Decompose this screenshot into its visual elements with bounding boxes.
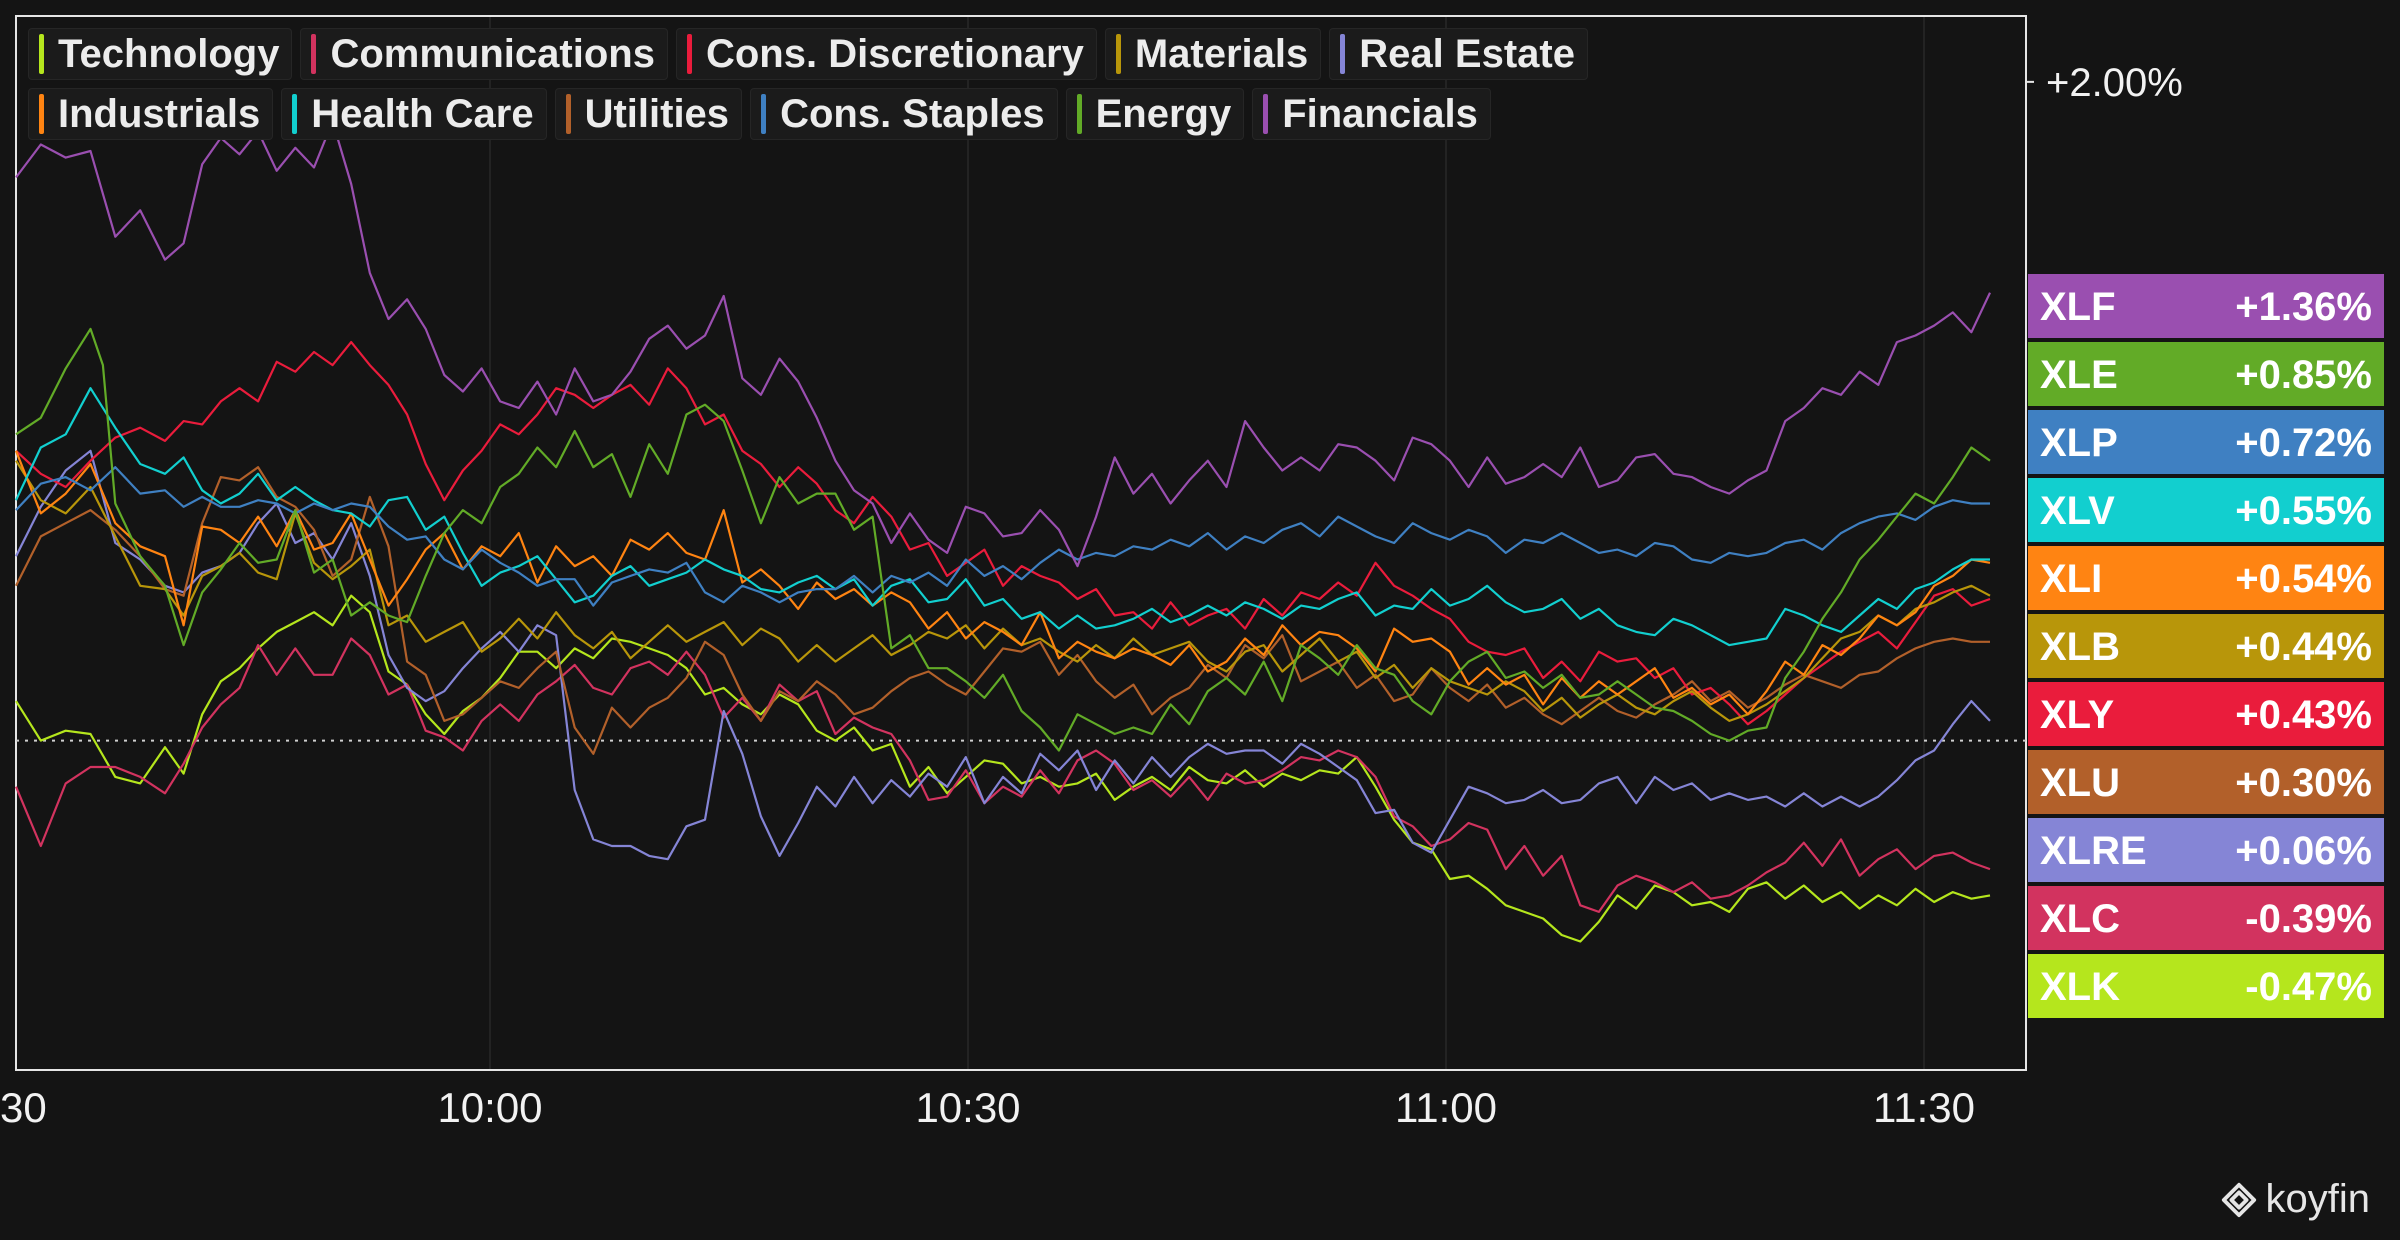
legend-label: Cons. Discretionary bbox=[705, 31, 1084, 76]
legend-label: Industrials bbox=[58, 91, 261, 136]
series-line-xlu bbox=[15, 466, 1990, 755]
legend-swatch bbox=[39, 94, 44, 134]
brand-name: koyfin bbox=[2265, 1177, 2371, 1221]
value-tag-ticker: XLF bbox=[2040, 285, 2116, 329]
value-tag-value: +0.43% bbox=[2235, 693, 2372, 737]
value-tag-ticker: XLK bbox=[2040, 965, 2120, 1009]
value-tag-ticker: XLB bbox=[2040, 625, 2120, 669]
value-tag-value: +0.54% bbox=[2235, 557, 2372, 601]
legend-swatch bbox=[686, 34, 692, 74]
value-tag-xlv bbox=[2028, 478, 2384, 542]
legend-item-materials[interactable]: Materials bbox=[1104, 28, 1322, 80]
legend-label: Cons. Staples bbox=[780, 91, 1045, 136]
legend-item-communications[interactable]: Communications bbox=[300, 28, 668, 80]
value-tag-xlk bbox=[2028, 954, 2384, 1018]
legend-swatch bbox=[311, 34, 317, 74]
value-tag-value: -0.47% bbox=[2245, 965, 2372, 1009]
legend-swatch bbox=[292, 94, 298, 134]
value-tag-ticker: XLC bbox=[2040, 897, 2120, 941]
plot-frame bbox=[15, 15, 2027, 1071]
legend-label: Materials bbox=[1134, 31, 1309, 76]
series-line-xlre bbox=[15, 449, 1991, 861]
legend-row-2: Industrials Health Care Utilities Cons. … bbox=[28, 88, 2018, 140]
legend-swatch bbox=[1263, 94, 1269, 134]
legend-swatch bbox=[1115, 34, 1121, 74]
value-tag-xli bbox=[2028, 546, 2384, 610]
value-tag-ticker: XLI bbox=[2040, 557, 2102, 601]
legend-item-energy[interactable]: Energy bbox=[1065, 88, 1245, 140]
value-tag-value: +0.06% bbox=[2235, 829, 2372, 873]
legend-item-cons-staples[interactable]: Cons. Staples bbox=[750, 88, 1058, 140]
series-line-xle bbox=[15, 327, 1991, 752]
y-tick-label: +2.00% bbox=[2046, 61, 2183, 105]
legend-label: Financials bbox=[1282, 91, 1478, 136]
value-tag-ticker: XLE bbox=[2040, 353, 2118, 397]
legend-item-technology[interactable]: Technology bbox=[28, 28, 293, 80]
legend-item-industrials[interactable]: Industrials bbox=[28, 88, 274, 140]
series-line-xlc bbox=[14, 637, 1991, 913]
x-tick-label: 10:00 bbox=[437, 1084, 542, 1131]
x-tick-label: 11:00 bbox=[1395, 1084, 1497, 1131]
legend-label: Utilities bbox=[584, 91, 730, 136]
value-tag-value: +0.30% bbox=[2235, 761, 2372, 805]
x-tick-label: 11:30 bbox=[1873, 1084, 1975, 1131]
series-line-xly bbox=[15, 341, 1991, 726]
legend-label: Communications bbox=[330, 31, 655, 76]
legend-label: Health Care bbox=[311, 91, 534, 136]
value-tag-ticker: XLP bbox=[2040, 421, 2118, 465]
value-tag-value: +0.55% bbox=[2235, 489, 2372, 533]
brand-logo: koyfin bbox=[2220, 1177, 2371, 1222]
value-tag-xlre bbox=[2028, 818, 2384, 882]
value-tag-value: +0.85% bbox=[2235, 353, 2372, 397]
value-tag-xlc bbox=[2028, 886, 2384, 950]
legend-item-utilities[interactable]: Utilities bbox=[554, 88, 743, 140]
value-tag-xlp bbox=[2028, 410, 2384, 474]
legend-swatch bbox=[39, 34, 44, 74]
x-tick-label: 30 bbox=[0, 1084, 47, 1131]
value-tag-xlf bbox=[2028, 274, 2384, 338]
value-tag-xle bbox=[2028, 342, 2384, 406]
legend-swatch bbox=[761, 94, 767, 134]
value-tag-value: +0.44% bbox=[2235, 625, 2372, 669]
value-tag-value: +1.36% bbox=[2235, 285, 2372, 329]
value-tag-xlu bbox=[2028, 750, 2384, 814]
koyfin-logo-icon bbox=[2221, 1182, 2256, 1217]
value-tag-xly bbox=[2028, 682, 2384, 746]
value-tag-value: -0.39% bbox=[2245, 897, 2372, 941]
legend-swatch bbox=[1340, 34, 1346, 74]
legend-swatch bbox=[565, 94, 571, 134]
value-tag-ticker: XLU bbox=[2040, 761, 2120, 805]
value-tag-ticker: XLRE bbox=[2040, 829, 2147, 873]
value-tag-ticker: XLY bbox=[2040, 693, 2114, 737]
legend-swatch bbox=[1076, 94, 1082, 134]
legend-item-cons-discretionary[interactable]: Cons. Discretionary bbox=[675, 28, 1097, 80]
series-line-xlf bbox=[15, 120, 1991, 568]
legend-item-real-estate[interactable]: Real Estate bbox=[1329, 28, 1588, 80]
series-line-xlv bbox=[15, 387, 1990, 647]
series-line-xlp bbox=[15, 466, 1990, 607]
legend: Technology Communications Cons. Discreti… bbox=[28, 28, 2018, 148]
legend-label: Real Estate bbox=[1359, 31, 1575, 76]
series-line-xli bbox=[14, 450, 1991, 716]
legend-row-1: Technology Communications Cons. Discreti… bbox=[28, 28, 2018, 80]
legend-label: Energy bbox=[1095, 91, 1232, 136]
legend-label: Technology bbox=[58, 31, 280, 76]
x-tick-label: 10:30 bbox=[915, 1084, 1020, 1131]
value-tag-value: +0.72% bbox=[2235, 421, 2372, 465]
value-tag-ticker: XLV bbox=[2040, 489, 2115, 533]
value-tag-xlb bbox=[2028, 614, 2384, 678]
legend-item-health-care[interactable]: Health Care bbox=[281, 88, 547, 140]
legend-item-financials[interactable]: Financials bbox=[1252, 88, 1491, 140]
